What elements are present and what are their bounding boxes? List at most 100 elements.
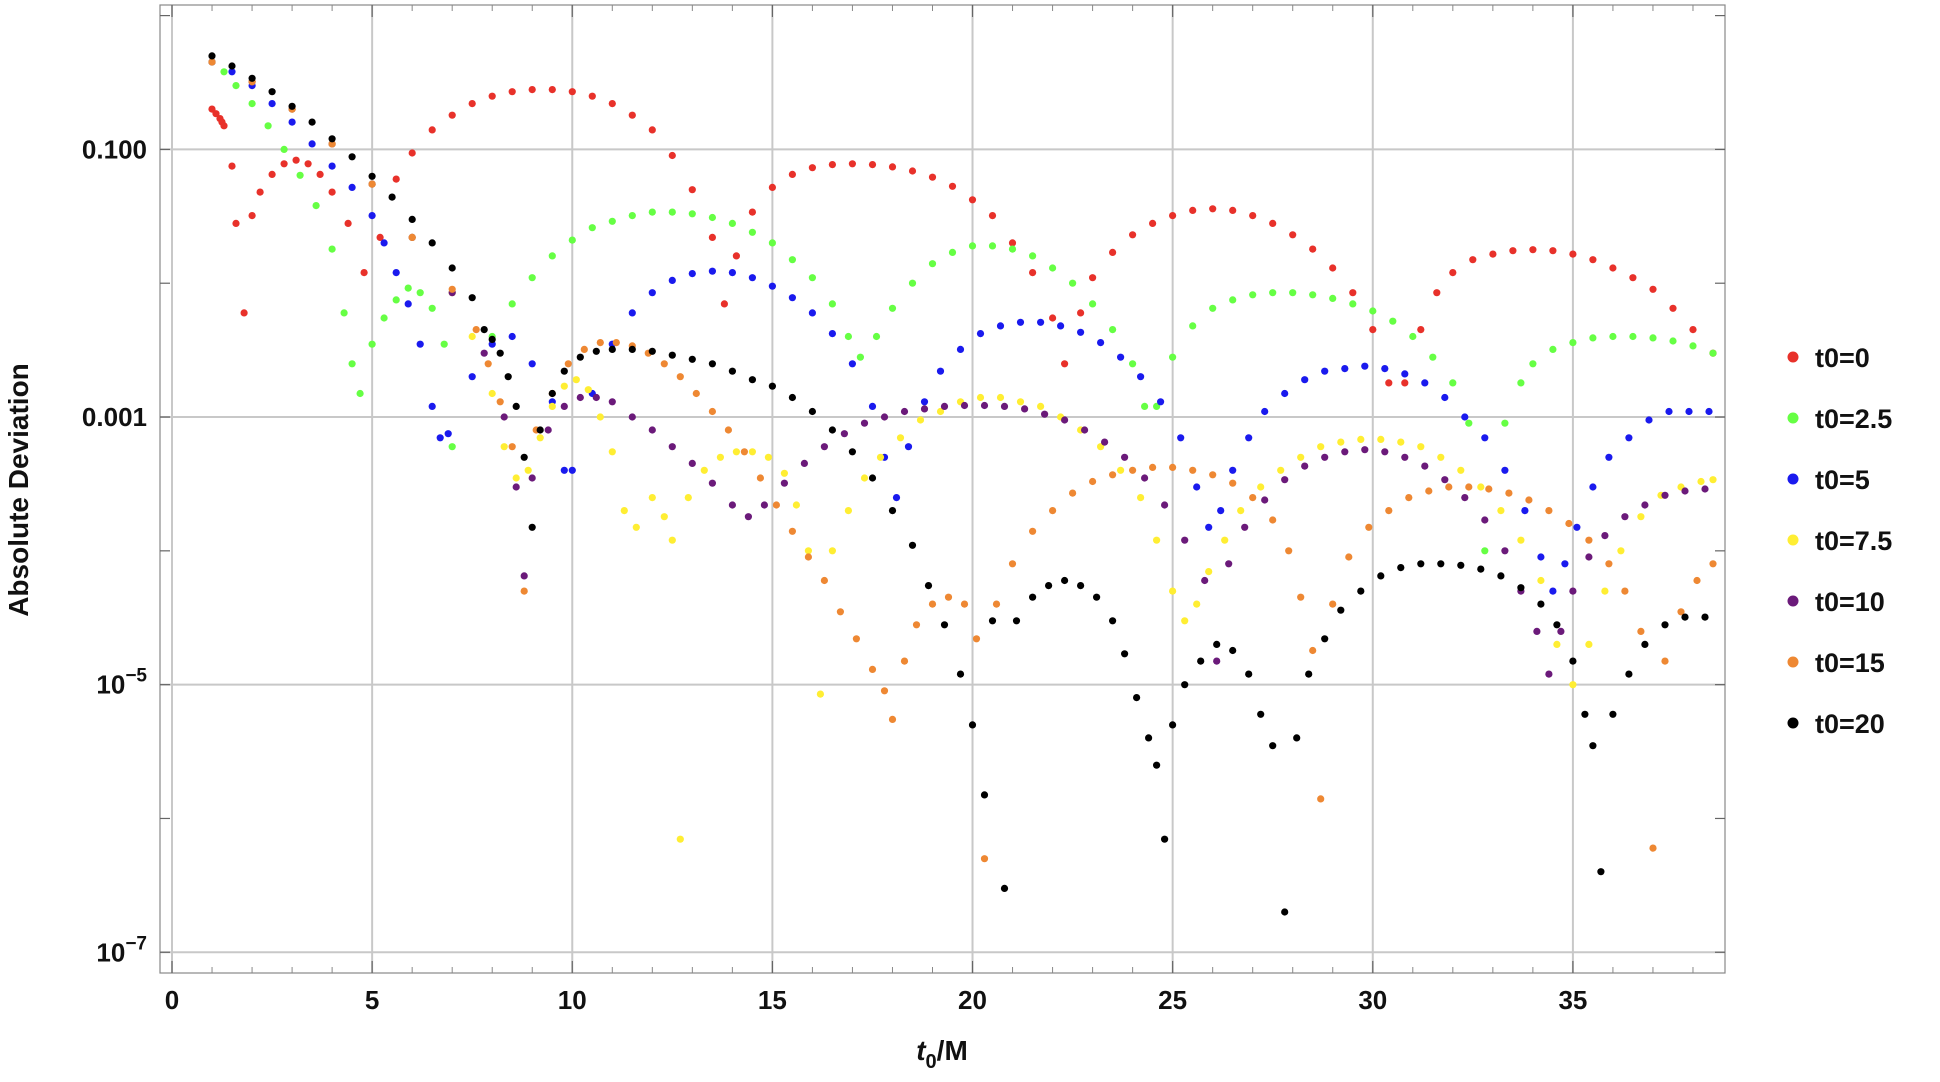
data-point (668, 536, 676, 544)
data-point (892, 494, 901, 502)
data-point (1485, 485, 1493, 493)
data-point (936, 407, 945, 416)
data-point (472, 326, 480, 334)
data-point (1601, 532, 1609, 540)
data-point (1293, 734, 1301, 742)
legend-label: t0=5 (1815, 465, 1870, 495)
data-point (488, 335, 496, 343)
data-point (576, 393, 584, 402)
data-point (1585, 640, 1593, 649)
data-point (1261, 407, 1269, 416)
data-point (716, 453, 725, 461)
data-point (368, 340, 376, 348)
data-point (1441, 476, 1449, 484)
data-point (436, 434, 444, 442)
data-point (1345, 553, 1353, 561)
data-point (1421, 462, 1429, 470)
data-point (868, 474, 877, 482)
data-point (1693, 576, 1701, 585)
data-point (1197, 657, 1205, 665)
data-point (1401, 370, 1409, 378)
data-point (1661, 621, 1669, 629)
data-point (748, 228, 757, 236)
data-point (468, 373, 476, 381)
data-point (520, 587, 528, 595)
legend-marker (1787, 595, 1799, 607)
data-point (880, 413, 889, 421)
data-point (1501, 466, 1509, 474)
data-point (1269, 516, 1277, 524)
data-point (1161, 835, 1169, 843)
data-point (868, 161, 877, 169)
data-point (564, 360, 572, 368)
x-tick-label: 15 (758, 985, 787, 1015)
data-point (1169, 212, 1177, 220)
data-point (1061, 576, 1069, 585)
data-point (728, 269, 737, 277)
data-point (996, 322, 1005, 330)
data-point (1008, 239, 1017, 247)
data-point (228, 68, 236, 76)
data-point (444, 430, 452, 438)
data-point (1281, 476, 1289, 484)
data-point (608, 345, 616, 353)
data-point (1465, 483, 1473, 491)
data-point (760, 501, 769, 509)
data-point (1137, 494, 1145, 502)
data-point (1309, 646, 1317, 655)
data-point (1157, 398, 1165, 406)
data-point (608, 100, 616, 108)
data-point (1269, 742, 1277, 750)
data-point (1089, 300, 1097, 308)
data-point (708, 479, 717, 487)
data-point (1545, 670, 1553, 678)
legend: t0=0 t0=2.5 t0=5 t0=7.5 t0=10 t0=15 t0=20 (1787, 343, 1892, 739)
data-point (708, 233, 717, 241)
data-point (1637, 627, 1645, 636)
data-point (780, 469, 789, 477)
data-point (1609, 332, 1617, 341)
data-point (1709, 349, 1717, 357)
data-point (1361, 362, 1369, 370)
data-point (1037, 402, 1045, 410)
data-point (1429, 353, 1437, 361)
data-point (1181, 536, 1189, 544)
data-point (1605, 560, 1613, 568)
data-point (416, 340, 424, 348)
data-point (1569, 657, 1577, 665)
data-point (1621, 587, 1629, 595)
data-point (356, 389, 364, 398)
data-point (1689, 326, 1697, 334)
data-point (240, 309, 248, 317)
data-point (708, 360, 717, 368)
data-point (348, 360, 356, 368)
data-point (488, 389, 496, 398)
data-point (988, 617, 997, 625)
data-point (512, 402, 520, 410)
data-point (1153, 536, 1161, 544)
data-point (512, 483, 520, 491)
data-point (1193, 600, 1201, 608)
data-point (688, 186, 696, 194)
data-point (1037, 318, 1045, 326)
data-point (1645, 416, 1653, 424)
data-point (232, 82, 240, 90)
data-point (648, 208, 656, 216)
data-point (608, 398, 616, 406)
x-tick-label: 5 (365, 985, 379, 1015)
y-tick-label: 10−5 (96, 666, 147, 700)
data-point (1008, 560, 1017, 568)
data-point (1129, 466, 1137, 474)
data-point (668, 351, 676, 359)
data-point (1697, 477, 1705, 486)
data-point (968, 196, 977, 204)
data-point (848, 160, 857, 168)
data-point (1409, 332, 1417, 341)
data-point (328, 140, 336, 148)
data-point (1117, 353, 1125, 361)
data-point (1681, 487, 1689, 495)
data-point (548, 252, 556, 260)
legend-marker (1787, 717, 1799, 729)
data-point (612, 339, 620, 347)
data-point (568, 466, 576, 474)
